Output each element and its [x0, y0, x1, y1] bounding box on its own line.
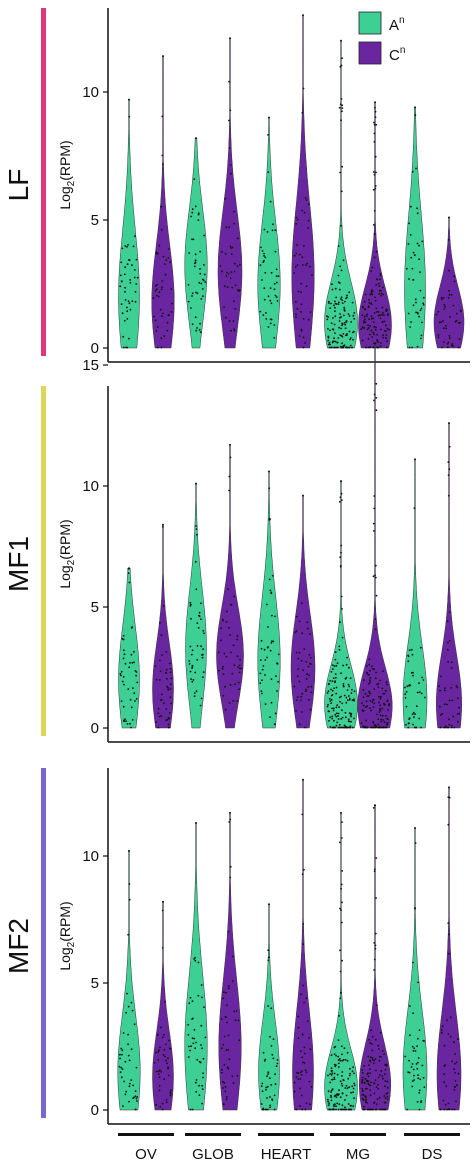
violin-c-heart	[291, 14, 315, 349]
violin-points	[219, 37, 241, 332]
y-tick-label: 0	[91, 720, 99, 737]
panel-mf2: MF2 Log2(RPM) 0 5 10	[3, 768, 470, 1125]
violin-points	[435, 216, 462, 349]
y-tick-label: 5	[91, 212, 99, 229]
y-tick-label: 5	[91, 975, 99, 992]
y-axis-label: Log2(RPM)	[57, 901, 77, 970]
panel-label: LF	[3, 169, 34, 202]
legend-label-a: An	[389, 15, 405, 34]
legend: An Cn	[358, 11, 405, 65]
violin-points	[187, 821, 207, 1111]
violin-c-ds	[433, 217, 465, 349]
violin-points	[154, 523, 173, 729]
violin-a-ds	[404, 107, 426, 349]
violin-points	[293, 494, 313, 729]
y-tick-label: 10	[82, 84, 99, 101]
violin-points	[439, 786, 460, 1111]
y-tick-label: 0	[91, 1102, 99, 1119]
violin-points	[404, 827, 426, 1111]
violin-points	[326, 39, 356, 349]
y-axis-label: Log2(RPM)	[57, 519, 77, 588]
y-tick-label: 10	[82, 848, 99, 865]
violin-points	[438, 422, 461, 729]
violin-c-ds	[436, 787, 462, 1111]
category-bar	[404, 1133, 460, 1136]
panel-color-bar	[41, 8, 46, 356]
violin-points	[119, 567, 139, 729]
violin-a-mg	[324, 812, 358, 1111]
violin-points	[259, 470, 280, 726]
violin-points	[404, 458, 426, 729]
violin-points	[152, 55, 174, 349]
violin-a-heart	[257, 471, 281, 729]
violin-c-glob	[217, 37, 243, 349]
violin-a-ov	[117, 850, 141, 1111]
panel-label: MF1	[3, 536, 34, 592]
panels-group: LF Log2(RPM) 0 5 10 MF1 Log2(RPM) 0 5 10 15 MF2 Log2…	[3, 8, 470, 1125]
category-label-glob: GLOB	[192, 1146, 234, 1163]
panel-lf: LF Log2(RPM) 0 5 10	[3, 8, 470, 363]
violin-a-ds	[402, 827, 428, 1111]
violin-a-glob	[184, 822, 208, 1111]
panel-mf1: MF1 Log2(RPM) 0 5 10 15	[3, 342, 470, 743]
violin-points	[406, 106, 425, 349]
category-bar	[185, 1133, 241, 1136]
category-label-ds: DS	[422, 1146, 443, 1163]
y-tick-label: 5	[91, 599, 99, 616]
violin-points	[260, 903, 279, 1111]
violin-points	[326, 480, 356, 729]
violin-c-ov	[151, 55, 175, 349]
category-label-mg: MG	[346, 1146, 370, 1163]
violin-a-heart	[258, 904, 280, 1111]
violin-points	[293, 14, 313, 349]
violin-a-ov	[118, 568, 140, 729]
violin-points	[188, 482, 205, 707]
violin-points	[153, 900, 173, 1111]
violin-points	[293, 778, 313, 1111]
violin-points	[118, 849, 139, 1111]
panel-color-bar	[41, 768, 46, 1118]
violin-a-ds	[402, 459, 428, 729]
category-bar	[118, 1133, 174, 1136]
violin-points	[259, 116, 280, 339]
violin-a-ov	[118, 99, 140, 349]
category-label-ov: OV	[135, 1146, 157, 1163]
y-tick-label: 15	[82, 357, 99, 374]
violin-points	[187, 137, 207, 334]
violin-points	[326, 811, 356, 1111]
y-axis-label: Log2(RPM)	[57, 140, 77, 209]
violin-c-ov	[152, 901, 174, 1111]
violin-c-mg	[357, 342, 393, 729]
panel-label: MF2	[3, 918, 34, 974]
category-bar	[258, 1133, 314, 1136]
violin-c-glob	[218, 812, 242, 1111]
legend-swatch-c	[358, 41, 382, 65]
category-bar	[330, 1133, 386, 1136]
violin-a-mg	[324, 480, 358, 729]
violin-points	[119, 98, 139, 349]
violin-points	[360, 101, 390, 349]
y-tick-label: 0	[91, 340, 99, 357]
violin-points	[220, 811, 241, 1106]
category-label-heart: HEART	[261, 1146, 312, 1163]
panel-color-bar	[41, 386, 46, 736]
legend-label-c: Cn	[389, 45, 405, 64]
violin-points	[361, 804, 389, 1111]
violin-points	[217, 443, 243, 711]
category-axis: OV GLOB HEART MG DS	[118, 1133, 460, 1163]
legend-swatch-a	[358, 11, 382, 35]
y-tick-label: 10	[82, 478, 99, 495]
violin-points	[360, 342, 391, 729]
violin-a-heart	[257, 117, 281, 349]
